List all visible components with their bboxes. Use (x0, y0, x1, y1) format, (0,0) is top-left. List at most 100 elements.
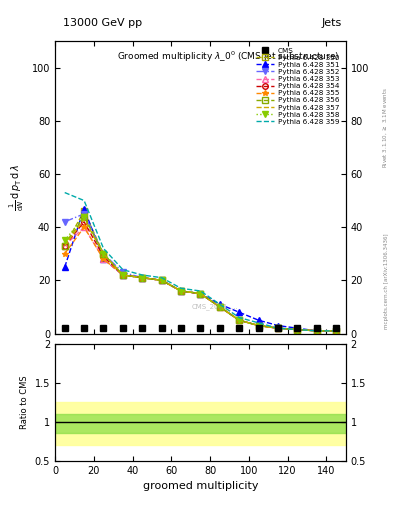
Pythia 6.428 358 (159, 278, 164, 284)
Pythia 6.428 358 (140, 274, 145, 281)
Y-axis label: Ratio to CMS: Ratio to CMS (20, 375, 29, 429)
Pythia 6.428 350 (140, 274, 145, 281)
CMS (179, 325, 184, 331)
Pythia 6.428 352 (179, 288, 184, 294)
Pythia 6.428 358 (256, 323, 261, 329)
Pythia 6.428 355 (295, 327, 300, 333)
Text: Groomed multiplicity $\lambda\_0^0$ (CMS jet substructure): Groomed multiplicity $\lambda\_0^0$ (CMS… (118, 50, 340, 64)
Pythia 6.428 353 (314, 328, 319, 334)
Pythia 6.428 357 (314, 328, 319, 334)
Pythia 6.428 353 (198, 291, 203, 297)
Pythia 6.428 351 (101, 256, 106, 262)
Pythia 6.428 357 (256, 323, 261, 329)
Pythia 6.428 353 (140, 274, 145, 281)
Pythia 6.428 350 (198, 291, 203, 297)
Pythia 6.428 354 (82, 219, 86, 225)
Pythia 6.428 354 (198, 291, 203, 297)
Pythia 6.428 357 (198, 291, 203, 297)
Line: Pythia 6.428 350: Pythia 6.428 350 (62, 208, 339, 334)
Bar (55, 414, 346, 434)
Pythia 6.428 356 (275, 325, 280, 331)
Pythia 6.428 358 (334, 328, 338, 334)
Pythia 6.428 356 (256, 323, 261, 329)
Pythia 6.428 357 (101, 251, 106, 257)
Pythia 6.428 354 (295, 327, 300, 333)
Pythia 6.428 351 (198, 291, 203, 297)
Line: Pythia 6.428 358: Pythia 6.428 358 (62, 214, 339, 334)
Pythia 6.428 352 (237, 317, 242, 323)
Text: mcplots.cern.ch [arXiv:1306.3436]: mcplots.cern.ch [arXiv:1306.3436] (384, 234, 389, 329)
Line: Pythia 6.428 356: Pythia 6.428 356 (62, 214, 339, 334)
Pythia 6.428 356 (159, 278, 164, 284)
Pythia 6.428 357 (179, 288, 184, 294)
Pythia 6.428 351 (314, 328, 319, 334)
Pythia 6.428 358 (295, 327, 300, 333)
Pythia 6.428 352 (62, 219, 67, 225)
Pythia 6.428 351 (82, 205, 86, 211)
Pythia 6.428 356 (334, 328, 338, 334)
Pythia 6.428 357 (159, 278, 164, 284)
Pythia 6.428 358 (62, 238, 67, 244)
Pythia 6.428 353 (121, 272, 125, 278)
Pythia 6.428 353 (179, 288, 184, 294)
Pythia 6.428 357 (217, 304, 222, 310)
Pythia 6.428 350 (217, 304, 222, 310)
Pythia 6.428 351 (295, 325, 300, 331)
Pythia 6.428 359 (198, 288, 203, 294)
Line: Pythia 6.428 354: Pythia 6.428 354 (62, 219, 339, 334)
Line: CMS: CMS (62, 326, 339, 331)
Line: Pythia 6.428 359: Pythia 6.428 359 (65, 193, 336, 331)
CMS (275, 325, 280, 331)
Pythia 6.428 350 (179, 288, 184, 294)
Pythia 6.428 350 (62, 243, 67, 249)
Pythia 6.428 359 (295, 327, 300, 333)
Pythia 6.428 359 (179, 285, 184, 291)
Pythia 6.428 351 (334, 328, 338, 334)
Y-axis label: $\frac{1}{\mathrm{d}N}\,\mathrm{d}\,p_\mathrm{T}\,\mathrm{d}\,\lambda$: $\frac{1}{\mathrm{d}N}\,\mathrm{d}\,p_\m… (8, 164, 26, 210)
Pythia 6.428 356 (62, 243, 67, 249)
Pythia 6.428 351 (217, 301, 222, 307)
CMS (237, 325, 242, 331)
Bar (55, 402, 346, 445)
Pythia 6.428 354 (101, 253, 106, 260)
Pythia 6.428 355 (179, 288, 184, 294)
Pythia 6.428 355 (159, 278, 164, 284)
Pythia 6.428 357 (140, 274, 145, 281)
Pythia 6.428 353 (82, 224, 86, 230)
Pythia 6.428 356 (101, 251, 106, 257)
Line: Pythia 6.428 355: Pythia 6.428 355 (62, 224, 339, 334)
Pythia 6.428 353 (295, 327, 300, 333)
Pythia 6.428 354 (334, 328, 338, 334)
CMS (159, 325, 164, 331)
Pythia 6.428 355 (82, 224, 86, 230)
Pythia 6.428 355 (217, 304, 222, 310)
Pythia 6.428 355 (198, 291, 203, 297)
CMS (295, 325, 300, 331)
Pythia 6.428 354 (256, 323, 261, 329)
Pythia 6.428 350 (159, 278, 164, 284)
Pythia 6.428 352 (159, 278, 164, 284)
Pythia 6.428 351 (256, 317, 261, 323)
Line: Pythia 6.428 357: Pythia 6.428 357 (65, 219, 336, 331)
Text: Rivet 3.1.10, $\geq$ 3.1M events: Rivet 3.1.10, $\geq$ 3.1M events (382, 88, 389, 168)
Pythia 6.428 352 (198, 291, 203, 297)
Line: Pythia 6.428 351: Pythia 6.428 351 (62, 206, 339, 334)
Pythia 6.428 352 (256, 323, 261, 329)
Pythia 6.428 356 (140, 274, 145, 281)
Pythia 6.428 350 (101, 251, 106, 257)
Pythia 6.428 350 (295, 327, 300, 333)
Pythia 6.428 353 (334, 328, 338, 334)
Pythia 6.428 357 (82, 216, 86, 222)
Pythia 6.428 358 (275, 325, 280, 331)
Pythia 6.428 353 (256, 323, 261, 329)
Pythia 6.428 356 (237, 317, 242, 323)
Pythia 6.428 359 (140, 272, 145, 278)
Pythia 6.428 351 (140, 274, 145, 281)
Pythia 6.428 358 (179, 288, 184, 294)
CMS (140, 325, 145, 331)
Pythia 6.428 355 (62, 251, 67, 257)
Pythia 6.428 354 (62, 243, 67, 249)
Pythia 6.428 352 (275, 325, 280, 331)
Pythia 6.428 359 (334, 328, 338, 334)
Pythia 6.428 358 (217, 304, 222, 310)
